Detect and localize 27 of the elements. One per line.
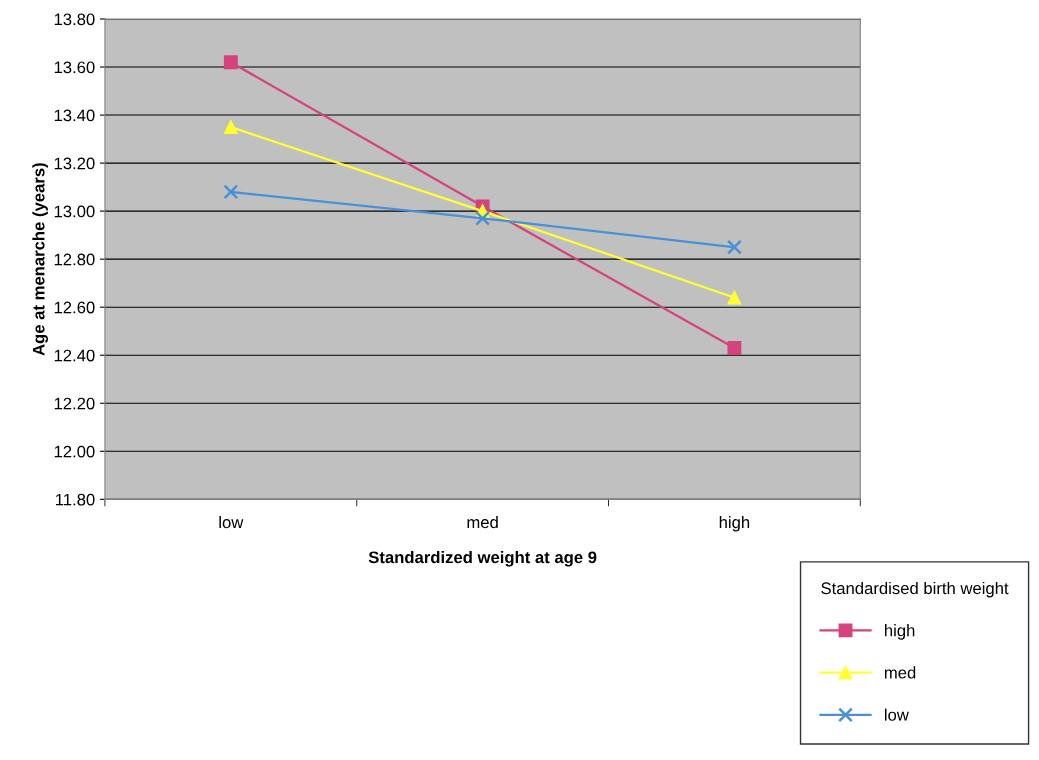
y-axis-title: Age at menarche (years) xyxy=(32,163,48,356)
legend-title: Standardised birth weight xyxy=(821,581,1009,598)
point xyxy=(727,341,742,355)
y-tick-label: 12.60 xyxy=(54,301,95,314)
point xyxy=(727,290,742,305)
y-tick-label: 13.60 xyxy=(54,61,95,74)
point xyxy=(726,239,742,255)
y-tick-label: 12.40 xyxy=(54,349,95,362)
legend-label: med xyxy=(884,666,916,679)
y-tick-label: 12.20 xyxy=(54,397,95,410)
x-tick-label: med xyxy=(467,515,498,529)
y-tick-label: 11.80 xyxy=(56,493,95,506)
y-tick-label: 12.80 xyxy=(54,253,95,266)
point xyxy=(223,184,239,200)
x-axis-title: Standardized weight at age 9 xyxy=(368,550,597,567)
y-tick-label: 13.00 xyxy=(54,205,95,218)
y-tick-label: 13.80 xyxy=(54,13,95,26)
x-tick-label: low xyxy=(219,515,244,529)
legend-label: high xyxy=(885,624,915,640)
point xyxy=(475,210,491,226)
point xyxy=(223,120,238,135)
y-tick-label: 13.20 xyxy=(54,157,95,170)
point xyxy=(223,55,238,70)
x-tick-label: high xyxy=(719,515,750,532)
y-tick-label: 12.00 xyxy=(54,445,95,458)
legend-label: low xyxy=(884,708,909,721)
y-tick-label: 13.40 xyxy=(54,109,95,122)
